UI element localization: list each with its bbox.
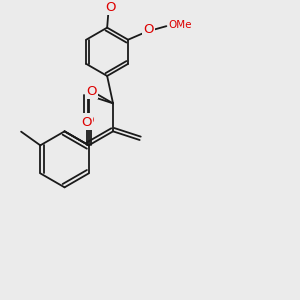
Text: O: O bbox=[81, 116, 92, 129]
Text: O: O bbox=[83, 114, 94, 127]
Text: O: O bbox=[86, 85, 97, 98]
Text: O: O bbox=[143, 23, 154, 37]
Text: O: O bbox=[105, 2, 115, 14]
Text: OMe: OMe bbox=[169, 20, 192, 30]
